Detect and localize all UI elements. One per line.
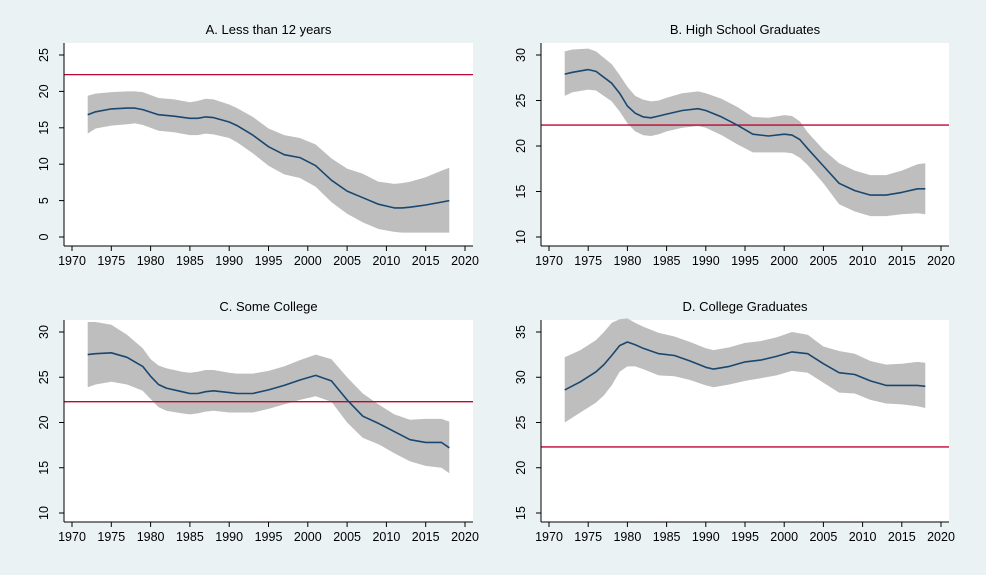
y-tick-label: 15 xyxy=(37,461,51,475)
confidence-band-c xyxy=(87,322,450,474)
x-tick-label: 1995 xyxy=(255,530,283,544)
x-tick-label: 2010 xyxy=(849,530,877,544)
x-tick-label: 2000 xyxy=(770,254,798,268)
x-tick-label: 1975 xyxy=(97,530,125,544)
y-tick-label: 25 xyxy=(514,94,528,108)
panel-c: 1970 1975 1980 1985 1990 1995 2000 2005 2010 2015… xyxy=(37,299,479,544)
x-tick-label: 2005 xyxy=(333,254,361,268)
x-tick-label: 2010 xyxy=(372,530,400,544)
y-tick-label: 20 xyxy=(37,84,51,98)
x-tick-label: 2010 xyxy=(849,254,877,268)
x-tick-label: 2015 xyxy=(888,530,916,544)
y-tick-label: 35 xyxy=(514,325,528,339)
confidence-band-a xyxy=(87,91,450,233)
x-tick-label: 2020 xyxy=(451,254,479,268)
estimate-line-c xyxy=(87,351,450,449)
x-tick-label: 2010 xyxy=(372,254,400,268)
x-tick-label: 1985 xyxy=(176,254,204,268)
y-tick-label: 25 xyxy=(37,48,51,62)
x-tick-label: 2005 xyxy=(809,530,837,544)
x-tick-label: 1970 xyxy=(535,254,563,268)
x-tick-label: 2000 xyxy=(770,530,798,544)
estimate-line-a xyxy=(87,107,450,209)
x-tick-label: 1990 xyxy=(692,530,720,544)
x-tick-label: 2000 xyxy=(294,530,322,544)
x-tick-label: 1970 xyxy=(58,254,86,268)
x-tick-label: 1970 xyxy=(58,530,86,544)
x-tick-label: 1990 xyxy=(692,254,720,268)
x-tick-label: 2020 xyxy=(927,254,955,268)
y-tick-label: 25 xyxy=(514,416,528,430)
x-tick-label: 1980 xyxy=(137,530,165,544)
x-tick-label: 1995 xyxy=(731,254,759,268)
x-tick-label: 2000 xyxy=(294,254,322,268)
x-tick-label: 1985 xyxy=(653,530,681,544)
x-tick-label: 2005 xyxy=(809,254,837,268)
x-tick-label: 1995 xyxy=(731,530,759,544)
panel-title-c: C. Some College xyxy=(219,299,317,314)
x-tick-label: 1975 xyxy=(574,530,602,544)
panel-d: 1970 1975 1980 1985 1990 1995 2000 2005 2010 2015… xyxy=(514,299,955,544)
y-tick-label: 0 xyxy=(37,233,51,240)
y-tick-label: 15 xyxy=(514,506,528,520)
x-tick-label: 2015 xyxy=(412,254,440,268)
panel-title-d: D. College Graduates xyxy=(682,299,808,314)
y-tick-label: 15 xyxy=(514,185,528,199)
x-tick-label: 1990 xyxy=(215,530,243,544)
x-tick-label: 1975 xyxy=(97,254,125,268)
y-tick-label: 5 xyxy=(37,197,51,204)
y-tick-label: 30 xyxy=(514,48,528,62)
x-tick-label: 2020 xyxy=(451,530,479,544)
y-tick-label: 30 xyxy=(514,370,528,384)
y-tick-label: 10 xyxy=(514,230,528,244)
y-tick-label: 20 xyxy=(37,416,51,430)
x-tick-label: 1975 xyxy=(574,254,602,268)
y-tick-label: 10 xyxy=(37,157,51,171)
estimate-line-b xyxy=(564,68,926,196)
panel-title-a: A. Less than 12 years xyxy=(206,22,332,37)
y-tick-label: 20 xyxy=(514,461,528,475)
x-tick-label: 1995 xyxy=(255,254,283,268)
x-tick-label: 1980 xyxy=(613,530,641,544)
panel-b: 1970 1975 1980 1985 1990 1995 2000 2005 2010 2015… xyxy=(514,22,955,268)
x-tick-label: 1985 xyxy=(653,254,681,268)
panel-a: 1970 1975 1980 1985 1990 1995 2000 2005 2010 2015… xyxy=(37,22,479,268)
y-tick-label: 30 xyxy=(37,325,51,339)
x-tick-label: 1985 xyxy=(176,530,204,544)
panels-container: 1970 1975 1980 1985 1990 1995 2000 2005 2010 2015… xyxy=(37,22,955,544)
y-tick-label: 10 xyxy=(37,506,51,520)
estimate-line-d xyxy=(564,341,926,391)
x-tick-label: 1990 xyxy=(215,254,243,268)
confidence-band-b xyxy=(564,48,926,217)
panel-title-b: B. High School Graduates xyxy=(670,22,821,37)
confidence-band-d xyxy=(564,318,926,423)
y-tick-label: 15 xyxy=(37,121,51,135)
y-tick-label: 25 xyxy=(37,370,51,384)
y-tick-label: 20 xyxy=(514,139,528,153)
x-tick-label: 1970 xyxy=(535,530,563,544)
x-tick-label: 2015 xyxy=(888,254,916,268)
x-tick-label: 1980 xyxy=(613,254,641,268)
x-tick-label: 1980 xyxy=(137,254,165,268)
x-tick-label: 2020 xyxy=(927,530,955,544)
x-tick-label: 2015 xyxy=(412,530,440,544)
x-tick-label: 2005 xyxy=(333,530,361,544)
